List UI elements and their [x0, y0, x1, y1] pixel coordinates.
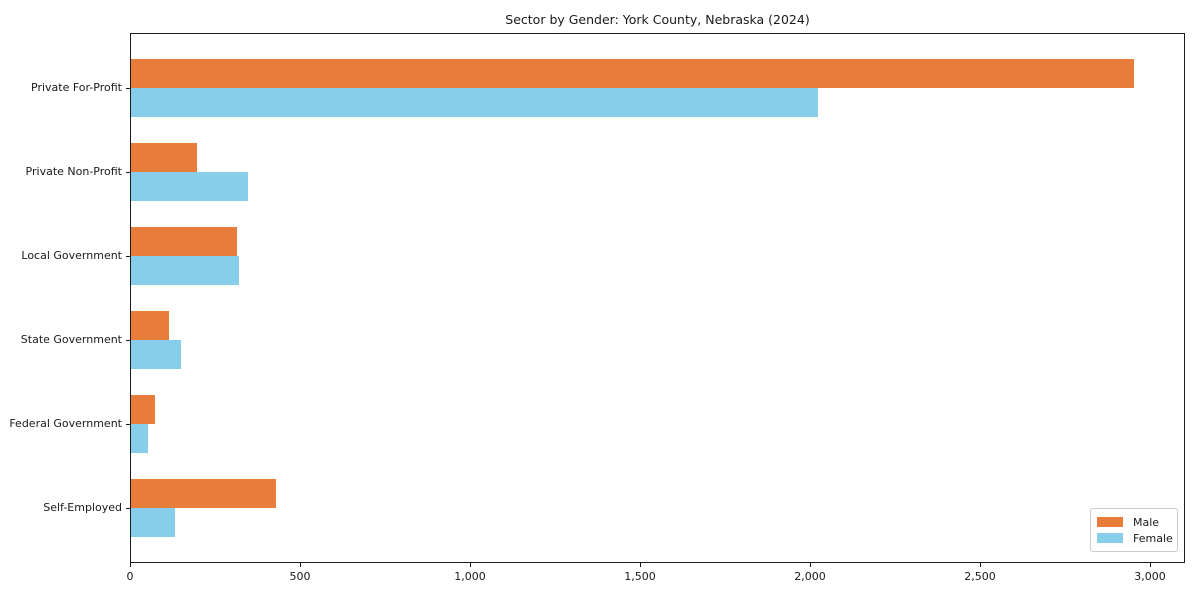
- xtick-label: 3,000: [1134, 570, 1166, 583]
- ytick-label: Private For-Profit: [31, 81, 122, 94]
- legend-swatch-male: [1097, 517, 1123, 527]
- xtick-mark: [300, 563, 301, 567]
- bar-male-2: [131, 227, 238, 256]
- xtick-mark: [640, 563, 641, 567]
- xtick-label: 0: [126, 570, 134, 583]
- ytick-mark: [126, 340, 130, 341]
- bar-male-5: [131, 479, 276, 508]
- bar-female-1: [131, 172, 249, 201]
- bar-female-0: [131, 88, 818, 117]
- xtick-mark: [470, 563, 471, 567]
- ytick-mark: [126, 256, 130, 257]
- legend-item-female: Female: [1097, 530, 1173, 546]
- ytick-label: Private Non-Profit: [25, 165, 122, 178]
- xtick-mark: [810, 563, 811, 567]
- chart-title: Sector by Gender: York County, Nebraska …: [505, 12, 810, 27]
- bar-male-1: [131, 143, 198, 172]
- xtick-label: 1,500: [624, 570, 656, 583]
- xtick-label: 500: [289, 570, 311, 583]
- ytick-label: Federal Government: [9, 417, 122, 430]
- plot-area: [130, 33, 1185, 563]
- ytick-label: State Government: [20, 333, 122, 346]
- bar-male-4: [131, 395, 155, 424]
- bar-female-5: [131, 508, 176, 537]
- xtick-label: 1,000: [454, 570, 486, 583]
- ytick-label: Self-Employed: [43, 501, 122, 514]
- bar-female-3: [131, 340, 181, 369]
- legend-label: Male: [1133, 515, 1160, 529]
- xtick-mark: [130, 563, 131, 567]
- ytick-mark: [126, 172, 130, 173]
- ytick-mark: [126, 508, 130, 509]
- ytick-label: Local Government: [21, 249, 122, 262]
- legend-swatch-female: [1097, 533, 1123, 543]
- xtick-mark: [980, 563, 981, 567]
- legend-label: Female: [1133, 531, 1173, 545]
- legend-item-male: Male: [1097, 514, 1169, 530]
- xtick-label: 2,500: [964, 570, 996, 583]
- xtick-label: 2,000: [794, 570, 826, 583]
- ytick-mark: [126, 424, 130, 425]
- bar-female-4: [131, 424, 149, 453]
- ytick-mark: [126, 88, 130, 89]
- xtick-mark: [1150, 563, 1151, 567]
- bar-female-2: [131, 256, 239, 285]
- bar-male-3: [131, 311, 170, 340]
- legend: Male Female: [1090, 508, 1178, 552]
- bar-male-0: [131, 59, 1134, 88]
